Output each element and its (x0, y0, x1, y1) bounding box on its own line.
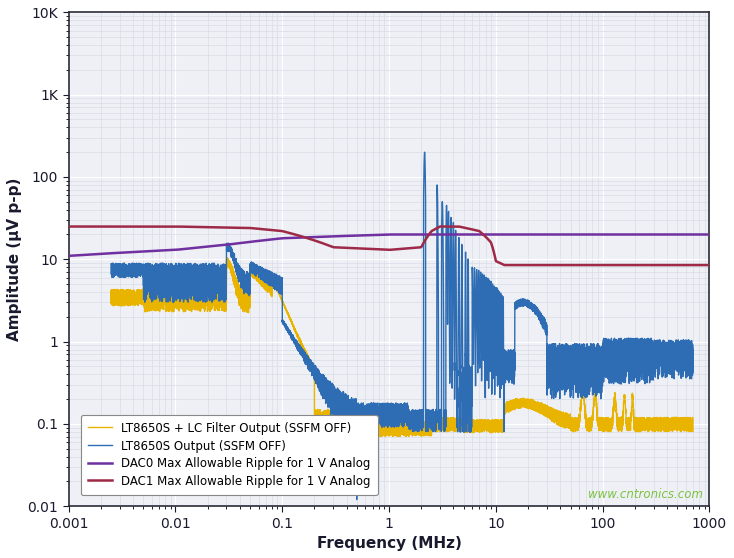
Y-axis label: Amplitude (μV p-p): Amplitude (μV p-p) (7, 177, 22, 341)
LT8650S + LC Filter Output (SSFM OFF) (136, 300, 145, 306)
LT8650S + LC Filter Output (SSFM OFF) (538, 401, 547, 407)
Line: DAC1 Max Allowable Ripple for 1 V Analog: DAC1 Max Allowable Ripple for 1 V Analog (69, 227, 710, 265)
LT8650S + LC Filter Output (SSFM OFF) (350, 433, 359, 440)
DAC1 Max Allowable Ripple for 1 V Analog (65, 223, 73, 230)
DAC1 Max Allowable Ripple for 1 V Analog (564, 262, 573, 268)
LT8650S + LC Filter Output (SSFM OFF) (570, 416, 578, 423)
LT8650S Output (SSFM OFF) (538, 312, 547, 319)
LT8650S + LC Filter Output (SSFM OFF) (222, 254, 231, 261)
DAC0 Max Allowable Ripple for 1 V Analog (324, 233, 333, 240)
LT8650S Output (SSFM OFF) (136, 273, 145, 280)
LT8650S + LC Filter Output (SSFM OFF) (451, 423, 460, 430)
DAC0 Max Allowable Ripple for 1 V Analog (346, 232, 355, 239)
DAC1 Max Allowable Ripple for 1 V Analog (576, 262, 585, 268)
Legend: LT8650S + LC Filter Output (SSFM OFF), LT8650S Output (SSFM OFF), DAC0 Max Allow: LT8650S + LC Filter Output (SSFM OFF), L… (81, 415, 378, 496)
DAC1 Max Allowable Ripple for 1 V Analog (346, 245, 355, 252)
LT8650S Output (SSFM OFF) (688, 342, 697, 349)
Line: LT8650S + LC Filter Output (SSFM OFF): LT8650S + LC Filter Output (SSFM OFF) (111, 258, 693, 436)
LT8650S Output (SSFM OFF) (476, 281, 485, 288)
LT8650S Output (SSFM OFF) (106, 261, 115, 267)
LT8650S Output (SSFM OFF) (317, 388, 326, 395)
DAC1 Max Allowable Ripple for 1 V Analog (324, 242, 333, 248)
DAC1 Max Allowable Ripple for 1 V Analog (130, 223, 139, 230)
Line: LT8650S Output (SSFM OFF): LT8650S Output (SSFM OFF) (111, 152, 693, 499)
DAC0 Max Allowable Ripple for 1 V Analog (130, 249, 139, 256)
DAC1 Max Allowable Ripple for 1 V Analog (705, 262, 714, 268)
LT8650S Output (SSFM OFF) (420, 149, 429, 156)
Text: www.cntronics.com: www.cntronics.com (588, 488, 703, 501)
LT8650S + LC Filter Output (SSFM OFF) (106, 288, 115, 295)
DAC0 Max Allowable Ripple for 1 V Analog (564, 231, 573, 238)
DAC0 Max Allowable Ripple for 1 V Analog (705, 231, 714, 238)
Line: DAC0 Max Allowable Ripple for 1 V Analog: DAC0 Max Allowable Ripple for 1 V Analog (69, 234, 710, 256)
DAC1 Max Allowable Ripple for 1 V Analog (505, 262, 514, 268)
DAC0 Max Allowable Ripple for 1 V Analog (505, 231, 514, 238)
DAC1 Max Allowable Ripple for 1 V Analog (501, 262, 509, 268)
LT8650S Output (SSFM OFF) (570, 357, 578, 363)
DAC0 Max Allowable Ripple for 1 V Analog (385, 231, 394, 238)
X-axis label: Frequency (MHz): Frequency (MHz) (316, 536, 462, 551)
LT8650S Output (SSFM OFF) (352, 496, 361, 503)
DAC0 Max Allowable Ripple for 1 V Analog (65, 253, 73, 259)
LT8650S + LC Filter Output (SSFM OFF) (476, 421, 485, 428)
LT8650S Output (SSFM OFF) (451, 229, 460, 235)
LT8650S + LC Filter Output (SSFM OFF) (688, 428, 697, 435)
DAC0 Max Allowable Ripple for 1 V Analog (576, 231, 585, 238)
LT8650S + LC Filter Output (SSFM OFF) (318, 415, 327, 422)
